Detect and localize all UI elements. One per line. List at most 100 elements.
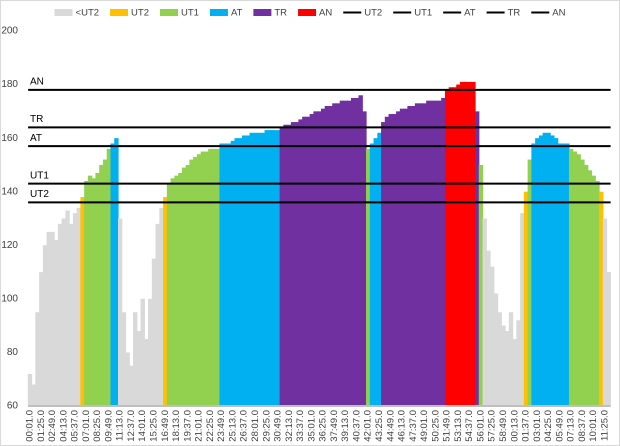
legend-label: AN	[319, 8, 332, 19]
legend-swatch	[253, 9, 272, 16]
bar	[433, 100, 439, 407]
bar	[69, 223, 74, 406]
bar	[320, 108, 326, 406]
bar	[339, 100, 345, 407]
bar	[91, 178, 97, 406]
bar	[388, 114, 393, 407]
x-tick-label: 29:25.0	[261, 410, 272, 442]
bar	[279, 127, 284, 406]
bar	[151, 258, 157, 406]
x-tick-label: 02:49.0	[47, 410, 58, 442]
bar	[31, 384, 36, 406]
bar	[260, 132, 266, 407]
bar	[54, 239, 59, 406]
bar	[245, 135, 251, 406]
legend-label: UT2	[131, 8, 149, 19]
bar	[39, 272, 44, 406]
bar	[403, 108, 408, 406]
x-tick-label: 08:37.0	[577, 410, 588, 442]
bar	[253, 132, 258, 407]
bar	[294, 122, 299, 407]
bar	[170, 178, 175, 406]
bar	[561, 143, 566, 406]
y-tick-label: 200	[1, 26, 18, 37]
bar	[505, 331, 510, 406]
legend-swatch	[209, 9, 228, 16]
bar	[448, 87, 454, 406]
bar	[189, 159, 194, 406]
x-tick-label: 01:37.0	[521, 410, 532, 442]
bar	[230, 140, 236, 407]
bar	[550, 135, 555, 406]
bar	[531, 143, 536, 406]
x-tick-label: 03:01.0	[532, 410, 543, 442]
bar	[283, 124, 288, 406]
bar	[42, 245, 48, 406]
bar	[347, 100, 352, 407]
bar	[302, 116, 307, 406]
legend-label: AN	[552, 8, 565, 19]
bar	[497, 312, 502, 406]
x-tick-label: 05:49.0	[554, 410, 565, 442]
y-tick-label: 100	[1, 293, 18, 304]
bar	[223, 143, 228, 406]
bar	[350, 97, 356, 406]
bar	[76, 207, 82, 406]
bar	[148, 298, 153, 406]
bar	[27, 373, 33, 406]
bar	[196, 154, 202, 406]
bar	[114, 138, 119, 406]
bar	[366, 148, 371, 406]
x-tick-label: 14:01.0	[137, 410, 148, 442]
bar	[275, 130, 281, 406]
y-tick-label: 160	[1, 133, 18, 144]
bar	[110, 143, 115, 406]
bar	[527, 159, 532, 406]
legend-label: <UT2	[76, 8, 100, 19]
bar	[249, 132, 254, 407]
x-tick-label: 36:25.0	[318, 410, 329, 442]
bar	[508, 312, 514, 406]
x-tick-label: 08:25.0	[92, 410, 103, 442]
bar	[482, 218, 487, 406]
x-tick-label: 09:49.0	[103, 410, 114, 442]
bar	[422, 103, 427, 407]
bar	[200, 151, 206, 406]
bar	[272, 130, 277, 406]
x-tick-label: 57:25.0	[487, 410, 498, 442]
bar	[602, 218, 608, 406]
bar	[362, 111, 367, 406]
x-tick-label: 37:49.0	[329, 410, 340, 442]
bar	[396, 111, 401, 406]
bar	[354, 97, 360, 406]
bar	[493, 293, 499, 406]
x-tick-label: 10:01.0	[588, 410, 599, 442]
x-tick-label: 46:13.0	[397, 410, 408, 442]
bar	[317, 111, 322, 406]
y-tick-label: 180	[1, 79, 18, 90]
x-tick-label: 16:49.0	[160, 410, 171, 442]
y-tick-label: 80	[7, 347, 19, 358]
x-tick-label: 18:13.0	[171, 410, 182, 442]
bar	[61, 218, 66, 406]
bar	[106, 148, 112, 406]
bar	[121, 312, 127, 406]
x-tick-label: 50:25.0	[430, 410, 441, 442]
bar	[516, 320, 521, 406]
bar	[238, 138, 243, 406]
bar	[535, 138, 540, 406]
bar	[381, 122, 386, 407]
bar	[129, 365, 134, 406]
x-tick-label: 15:25.0	[149, 410, 160, 442]
x-tick-label: 11:25.0	[599, 410, 610, 441]
bar	[72, 213, 78, 406]
bar	[211, 148, 217, 406]
bar	[426, 100, 431, 407]
threshold-label: UT2	[30, 189, 49, 200]
x-tick-label: 11:13.0	[115, 410, 126, 441]
y-tick-label: 120	[1, 240, 18, 251]
bar	[287, 124, 292, 406]
x-tick-label: 21:01.0	[194, 410, 205, 442]
bar	[268, 130, 273, 406]
